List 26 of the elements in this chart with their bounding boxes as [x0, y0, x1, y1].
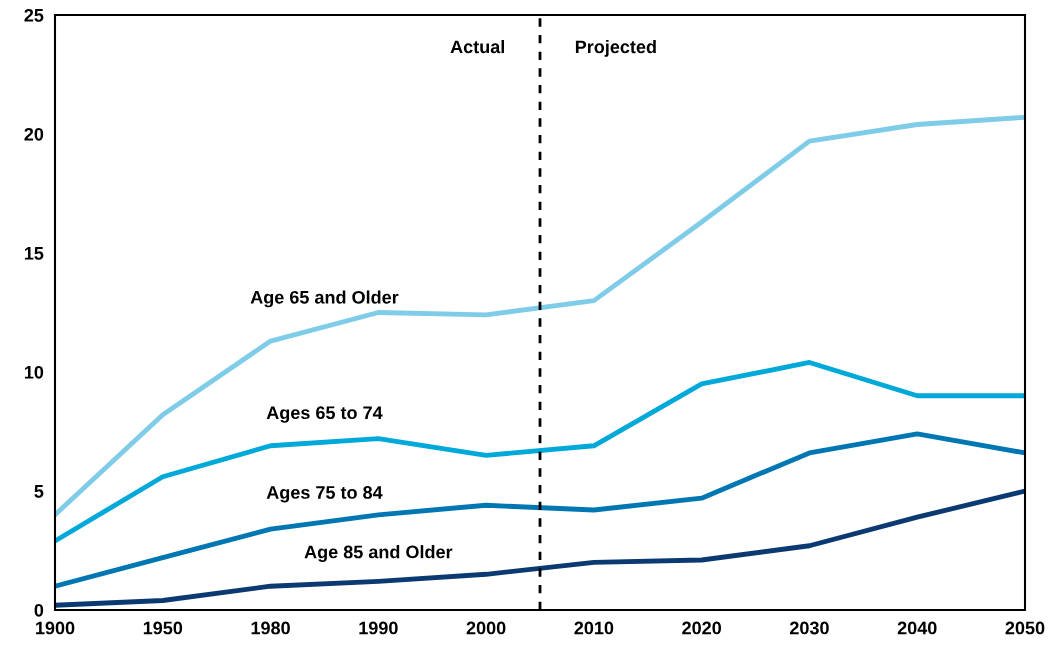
annotation: Actual: [450, 40, 504, 54]
x-tick-label: 1900: [36, 621, 75, 635]
x-tick-label: 2020: [682, 621, 722, 635]
series-label: Age 85 and Older: [304, 545, 453, 562]
series-label: Age 65 and Older: [250, 290, 399, 308]
x-tick-label: 1950: [143, 621, 183, 635]
line-series: [55, 488, 1025, 608]
y-tick-label: 25: [24, 8, 44, 22]
x-tick-label: 2010: [574, 621, 614, 635]
line-series: [55, 360, 1025, 544]
line-series: [55, 114, 1025, 518]
annotation: Projected: [575, 40, 656, 57]
series-label: Ages 75 to 84: [266, 486, 383, 503]
series-label: Ages 65 to 74: [266, 406, 383, 423]
y-tick-label: 0: [34, 603, 44, 617]
y-tick-label: 10: [24, 365, 44, 379]
x-tick-label: 2000: [466, 621, 506, 635]
x-tick-label: 2040: [897, 621, 937, 635]
x-tick-label: 1980: [251, 621, 290, 635]
x-tick-label: 2050: [1005, 621, 1045, 635]
x-tick-label: 1990: [359, 621, 398, 635]
y-tick-label: 20: [24, 127, 44, 141]
x-tick-label: 2030: [789, 621, 829, 635]
y-tick-label: 5: [34, 485, 44, 498]
line-series: [55, 431, 1025, 589]
y-tick-label: 15: [24, 247, 44, 260]
